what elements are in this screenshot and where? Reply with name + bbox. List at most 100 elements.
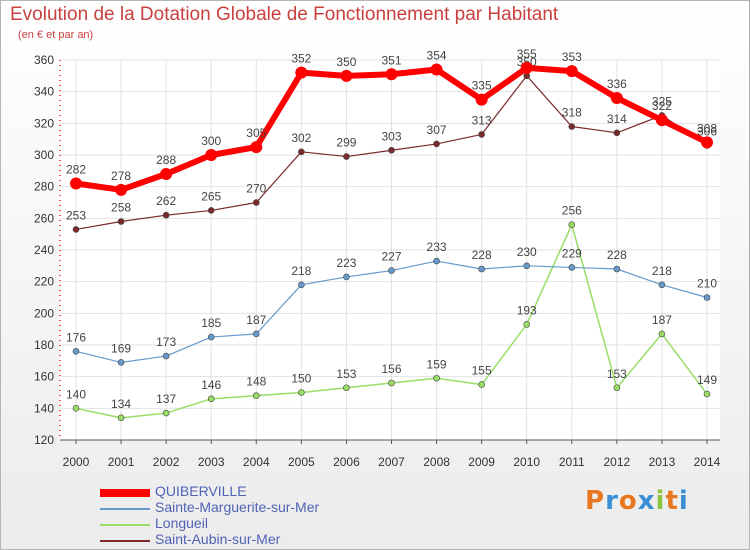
data-label-sainte-marguerite-sur-mer: 230 — [517, 245, 537, 259]
data-point-longueil — [703, 390, 711, 398]
x-tick-label: 2005 — [288, 455, 315, 469]
data-label-sainte-marguerite-sur-mer: 176 — [66, 330, 86, 344]
data-label-quiberville: 308 — [697, 121, 717, 135]
data-point-quiberville — [475, 93, 488, 106]
data-point-longueil — [72, 405, 80, 412]
data-point-sainte-marguerite-sur-mer — [298, 281, 305, 289]
data-point-saint-aubin-sur-mer — [613, 129, 621, 137]
legend-swatch — [100, 508, 150, 510]
data-point-saint-aubin-sur-mer — [298, 148, 305, 156]
data-label-longueil: 140 — [66, 387, 86, 401]
data-label-longueil: 256 — [562, 204, 582, 218]
x-tick-label: 2014 — [694, 455, 721, 469]
data-point-sainte-marguerite-sur-mer — [613, 265, 621, 273]
logo-letter: P — [585, 486, 606, 516]
data-point-sainte-marguerite-sur-mer — [388, 267, 395, 274]
x-tick-label: 2012 — [604, 455, 631, 469]
data-label-sainte-marguerite-sur-mer: 187 — [246, 313, 266, 327]
data-label-quiberville: 355 — [517, 47, 537, 61]
logo-letter: r — [605, 486, 619, 516]
data-label-saint-aubin-sur-mer: 270 — [246, 182, 266, 196]
data-label-sainte-marguerite-sur-mer: 233 — [427, 240, 447, 254]
data-label-longueil: 155 — [472, 364, 492, 378]
chart-title: Evolution de la Dotation Globale de Fonc… — [10, 4, 559, 25]
data-label-saint-aubin-sur-mer: 314 — [607, 112, 627, 126]
data-label-sainte-marguerite-sur-mer: 223 — [336, 256, 356, 270]
data-point-saint-aubin-sur-mer — [252, 199, 260, 206]
x-tick-label: 2013 — [649, 455, 676, 469]
logo-letter: i — [655, 486, 666, 516]
data-label-longueil: 187 — [652, 313, 672, 327]
data-label-sainte-marguerite-sur-mer: 218 — [291, 264, 311, 278]
data-label-saint-aubin-sur-mer: 306 — [697, 125, 717, 139]
data-label-quiberville: 305 — [246, 126, 266, 140]
data-point-sainte-marguerite-sur-mer — [478, 265, 485, 273]
data-label-longueil: 150 — [291, 372, 311, 386]
y-tick-label: 160 — [34, 370, 54, 384]
data-label-sainte-marguerite-sur-mer: 169 — [111, 341, 131, 355]
data-label-quiberville: 352 — [291, 52, 311, 66]
data-point-sainte-marguerite-sur-mer — [72, 348, 80, 355]
data-label-saint-aubin-sur-mer: 258 — [111, 201, 131, 215]
data-label-quiberville: 300 — [201, 134, 221, 148]
data-point-quiberville — [430, 63, 443, 76]
data-point-sainte-marguerite-sur-mer — [252, 330, 260, 338]
data-point-longueil — [388, 379, 395, 387]
legend-label: Saint-Aubin-sur-Mer — [155, 531, 281, 547]
data-point-saint-aubin-sur-mer — [568, 123, 576, 130]
data-point-saint-aubin-sur-mer — [207, 207, 215, 214]
x-tick-label: 2006 — [333, 455, 360, 469]
data-label-sainte-marguerite-sur-mer: 185 — [201, 316, 221, 330]
data-label-longueil: 156 — [381, 362, 401, 376]
data-point-saint-aubin-sur-mer — [388, 146, 395, 154]
data-label-saint-aubin-sur-mer: 318 — [562, 106, 582, 120]
data-label-saint-aubin-sur-mer: 253 — [66, 208, 86, 222]
data-point-quiberville — [340, 69, 353, 82]
legend-label: Sainte-Marguerite-sur-Mer — [155, 499, 320, 515]
y-tick-label: 140 — [34, 401, 54, 415]
x-tick-label: 2011 — [559, 455, 585, 469]
y-tick-label: 280 — [34, 180, 54, 194]
y-tick-label: 320 — [34, 116, 54, 130]
logo-letter: x — [637, 486, 656, 516]
data-label-longueil: 137 — [156, 392, 176, 406]
data-point-sainte-marguerite-sur-mer — [162, 352, 170, 360]
data-point-saint-aubin-sur-mer — [343, 153, 350, 160]
logo-letter: o — [618, 486, 638, 516]
data-label-longueil: 153 — [607, 367, 627, 381]
x-tick-label: 2008 — [423, 455, 450, 469]
data-point-longueil — [523, 321, 531, 328]
data-point-sainte-marguerite-sur-mer — [433, 257, 440, 265]
data-point-sainte-marguerite-sur-mer — [343, 273, 350, 281]
proxiti-logo: Proxiti — [585, 486, 689, 516]
data-label-longueil: 146 — [201, 378, 221, 392]
data-point-longueil — [252, 392, 260, 399]
data-label-quiberville: 282 — [66, 163, 86, 177]
x-tick-label: 2010 — [513, 455, 540, 469]
data-label-saint-aubin-sur-mer: 299 — [336, 136, 356, 150]
data-point-quiberville — [70, 177, 82, 190]
y-tick-label: 240 — [34, 243, 54, 257]
data-label-quiberville: 322 — [652, 99, 672, 113]
x-tick-label: 2004 — [243, 455, 270, 469]
data-point-longueil — [433, 374, 440, 382]
data-point-sainte-marguerite-sur-mer — [523, 262, 531, 270]
y-tick-label: 360 — [34, 53, 54, 67]
data-point-saint-aubin-sur-mer — [162, 211, 170, 219]
data-point-quiberville — [115, 183, 128, 196]
data-label-saint-aubin-sur-mer: 262 — [156, 194, 176, 208]
x-tick-label: 2007 — [378, 455, 405, 469]
data-point-quiberville — [160, 168, 173, 180]
data-point-quiberville — [565, 65, 578, 78]
data-point-longueil — [343, 384, 350, 392]
data-point-quiberville — [655, 114, 668, 127]
legend-label: QUIBERVILLE — [155, 483, 247, 499]
data-point-longueil — [568, 221, 576, 228]
logo-letter: i — [678, 486, 689, 516]
legend-label: Longueil — [155, 515, 208, 531]
legend-swatch — [100, 524, 150, 526]
data-label-saint-aubin-sur-mer: 325 — [652, 94, 672, 108]
data-label-saint-aubin-sur-mer: 313 — [472, 113, 492, 127]
data-point-longueil — [207, 395, 215, 403]
